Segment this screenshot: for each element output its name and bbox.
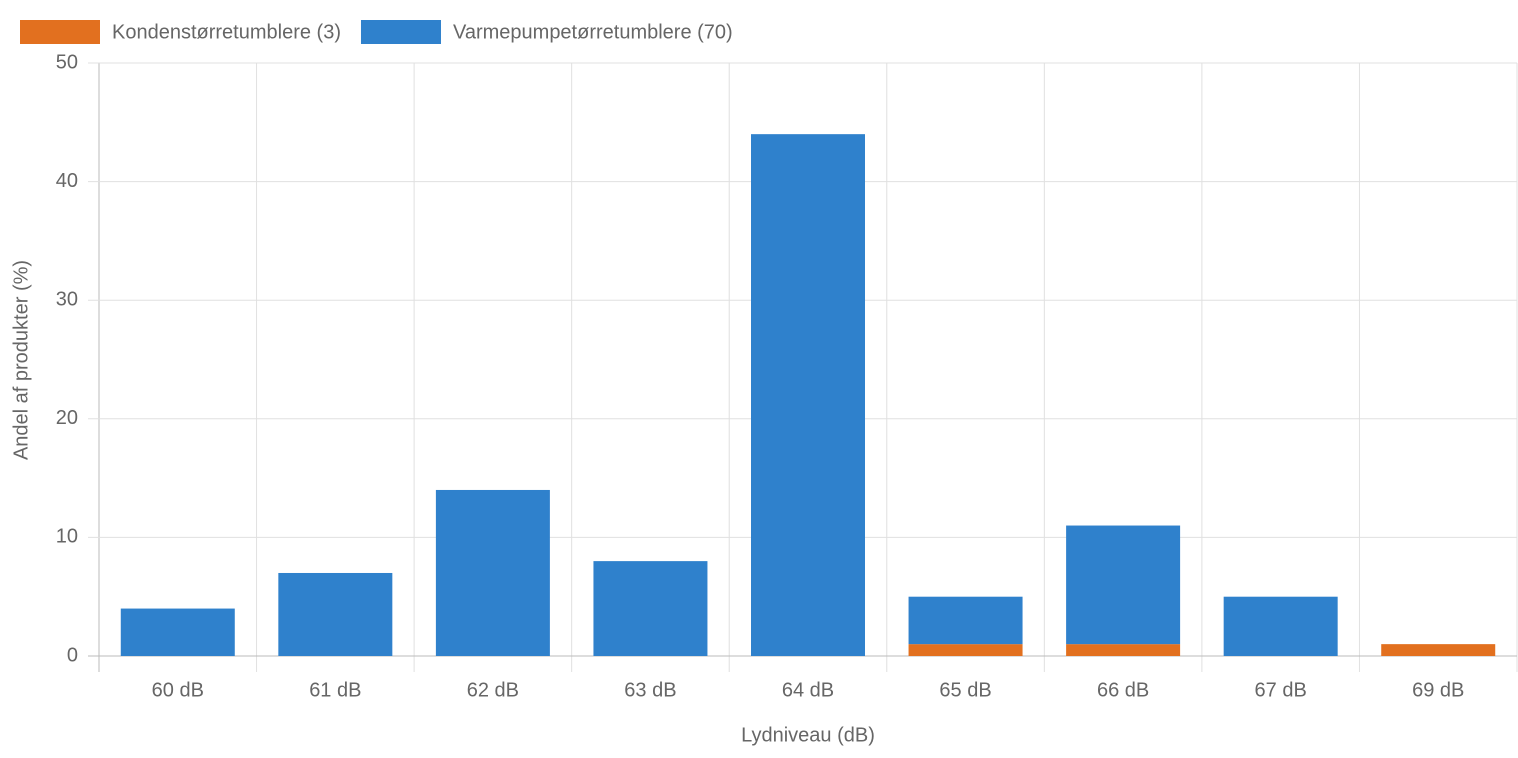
y-tick-label: 50 [56, 51, 78, 73]
x-tick-label: 61 dB [309, 679, 361, 701]
bar [751, 134, 865, 656]
y-tick-label: 40 [56, 170, 78, 192]
x-tick-label: 60 dB [152, 679, 204, 701]
legend-label: Kondenstørretumblere (3) [112, 21, 341, 43]
bar [593, 561, 708, 656]
y-axis-title: Andel af produkter (%) [10, 260, 32, 460]
bar [1223, 596, 1338, 656]
x-tick-label: 63 dB [624, 679, 676, 701]
bar [1066, 644, 1181, 656]
y-tick-label: 20 [56, 407, 78, 429]
x-tick-label: 64 dB [782, 679, 834, 701]
legend-swatch [360, 20, 441, 44]
x-tick-label: 67 dB [1255, 679, 1307, 701]
x-axis-title: Lydniveau (dB) [741, 724, 875, 746]
x-tick-label: 69 dB [1412, 679, 1464, 701]
bar [908, 644, 1023, 656]
x-tick-label: 65 dB [939, 679, 991, 701]
legend-swatch [20, 20, 100, 44]
bar [278, 572, 393, 656]
y-tick-label: 10 [56, 526, 78, 548]
y-tick-label: 30 [56, 288, 78, 310]
x-tick-label: 62 dB [467, 679, 519, 701]
x-tick-label: 66 dB [1097, 679, 1149, 701]
bar [1066, 525, 1181, 645]
bar [908, 596, 1023, 645]
y-tick-label: 0 [67, 644, 78, 666]
bar [1381, 644, 1496, 656]
legend-label: Varmepumpetørretumblere (70) [453, 21, 733, 43]
bar [435, 489, 550, 656]
bar [120, 608, 235, 656]
